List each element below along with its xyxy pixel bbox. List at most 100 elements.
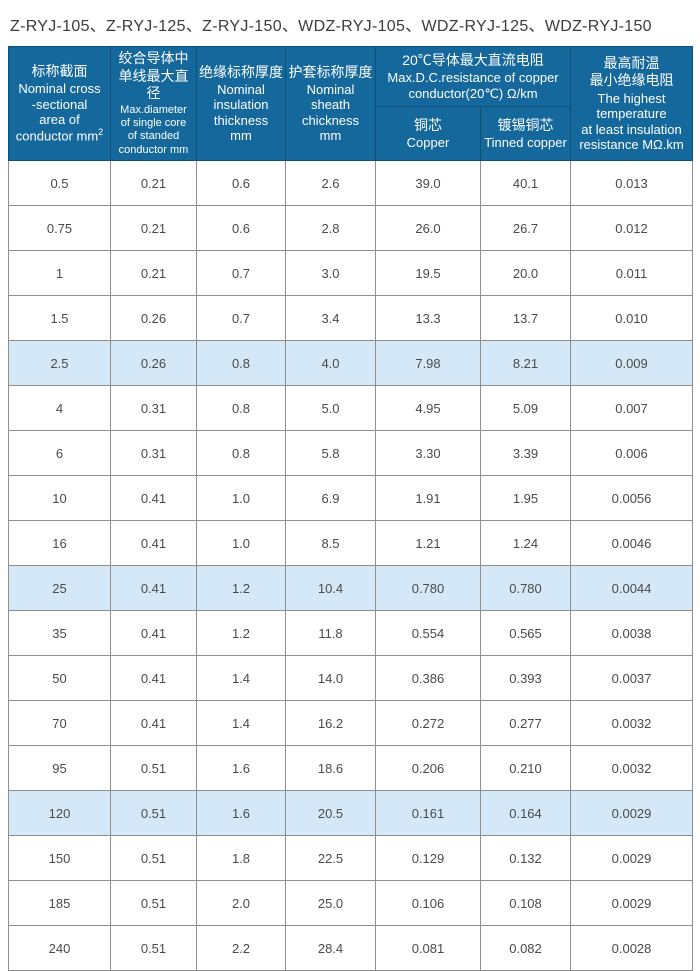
cell-sheath: 25.0 — [285, 880, 376, 927]
cell-sheath: 5.8 — [285, 430, 376, 477]
header-tinned-copper-en: Tinned copper — [484, 135, 567, 151]
table-row: 150 0.51 1.8 22.5 0.129 0.132 0.0029 — [8, 835, 694, 882]
header-dc-resistance-zh: 20℃导体最大直流电阻 — [402, 51, 544, 68]
header-copper: 铜芯 Copper — [375, 105, 481, 162]
cell-cross-section: 240 — [8, 925, 111, 971]
cell-insulation: 1.4 — [196, 700, 286, 747]
cell-insulation: 1.6 — [196, 790, 286, 837]
cell-insulation-resistance: 0.009 — [570, 340, 694, 387]
table-header: 标称截面 Nominal cross -sectional area of co… — [8, 45, 694, 162]
cell-tinned-copper-resistance: 26.7 — [479, 205, 572, 252]
header-max-temp-zh: 最高耐温 最小绝缘电阻 — [589, 54, 674, 89]
cell-copper-resistance: 0.386 — [375, 655, 481, 702]
table-row: 6 0.31 0.8 5.8 3.30 3.39 0.006 — [8, 430, 694, 477]
cell-copper-resistance: 0.129 — [375, 835, 481, 882]
cell-copper-resistance: 4.95 — [375, 385, 481, 432]
cell-insulation-resistance: 0.0046 — [570, 520, 694, 567]
cell-copper-resistance: 0.554 — [375, 610, 481, 657]
cell-insulation-resistance: 0.011 — [570, 250, 694, 297]
cell-tinned-copper-resistance: 0.780 — [479, 565, 572, 612]
cell-max-diameter: 0.31 — [110, 430, 197, 477]
table-row: 120 0.51 1.6 20.5 0.161 0.164 0.0029 — [8, 790, 694, 837]
cell-insulation: 0.8 — [196, 430, 286, 477]
table-row: 25 0.41 1.2 10.4 0.780 0.780 0.0044 — [8, 565, 694, 612]
cell-max-diameter: 0.51 — [110, 925, 197, 971]
cell-copper-resistance: 13.3 — [375, 295, 481, 342]
cell-cross-section: 0.75 — [8, 205, 111, 252]
cell-cross-section: 2.5 — [8, 340, 111, 387]
cell-tinned-copper-resistance: 0.164 — [479, 790, 572, 837]
cell-max-diameter: 0.41 — [110, 520, 197, 567]
cell-copper-resistance: 0.206 — [375, 745, 481, 792]
header-insulation: 绝缘标称厚度 Nominal insulation thickness mm — [196, 45, 286, 162]
cell-insulation: 0.8 — [196, 340, 286, 387]
cell-copper-resistance: 19.5 — [375, 250, 481, 297]
cell-sheath: 11.8 — [285, 610, 376, 657]
cell-cross-section: 150 — [8, 835, 111, 882]
cell-tinned-copper-resistance: 0.108 — [479, 880, 572, 927]
cell-copper-resistance: 0.081 — [375, 925, 481, 971]
cell-tinned-copper-resistance: 0.393 — [479, 655, 572, 702]
cell-insulation: 0.6 — [196, 205, 286, 252]
header-max-diameter-zh: 绞合导体中 单线最大直径 — [118, 50, 189, 101]
cell-sheath: 20.5 — [285, 790, 376, 837]
table-row: 1.5 0.26 0.7 3.4 13.3 13.7 0.010 — [8, 295, 694, 342]
cell-insulation-resistance: 0.0032 — [570, 700, 694, 747]
cell-cross-section: 35 — [8, 610, 111, 657]
table-row: 70 0.41 1.4 16.2 0.272 0.277 0.0032 — [8, 700, 694, 747]
cell-cross-section: 25 — [8, 565, 111, 612]
cell-insulation-resistance: 0.0029 — [570, 790, 694, 837]
cell-cross-section: 6 — [8, 430, 111, 477]
cell-cross-section: 50 — [8, 655, 111, 702]
cell-insulation: 2.2 — [196, 925, 286, 971]
cell-cross-section: 1 — [8, 250, 111, 297]
cell-max-diameter: 0.51 — [110, 745, 197, 792]
table-row: 10 0.41 1.0 6.9 1.91 1.95 0.0056 — [8, 475, 694, 522]
cell-max-diameter: 0.51 — [110, 880, 197, 927]
cell-sheath: 22.5 — [285, 835, 376, 882]
header-tinned-copper-zh: 镀锡铜芯 — [497, 116, 554, 133]
cell-max-diameter: 0.41 — [110, 655, 197, 702]
table-body: 0.5 0.21 0.6 2.6 39.0 40.1 0.013 0.75 0.… — [8, 160, 694, 971]
cell-max-diameter: 0.51 — [110, 790, 197, 837]
cell-sheath: 2.8 — [285, 205, 376, 252]
cell-insulation-resistance: 0.0037 — [570, 655, 694, 702]
cell-tinned-copper-resistance: 0.082 — [479, 925, 572, 971]
cell-insulation: 1.4 — [196, 655, 286, 702]
header-sheath: 护套标称厚度 Nominal sheath chickness mm — [285, 45, 376, 162]
cell-insulation-resistance: 0.006 — [570, 430, 694, 477]
cell-copper-resistance: 1.21 — [375, 520, 481, 567]
cell-tinned-copper-resistance: 0.210 — [479, 745, 572, 792]
cell-tinned-copper-resistance: 3.39 — [479, 430, 572, 477]
cell-insulation: 1.0 — [196, 520, 286, 567]
table-row: 0.75 0.21 0.6 2.8 26.0 26.7 0.012 — [8, 205, 694, 252]
cell-insulation-resistance: 0.013 — [570, 160, 694, 207]
cell-cross-section: 4 — [8, 385, 111, 432]
cell-insulation: 1.0 — [196, 475, 286, 522]
cell-copper-resistance: 26.0 — [375, 205, 481, 252]
cell-insulation: 1.8 — [196, 835, 286, 882]
cell-tinned-copper-resistance: 5.09 — [479, 385, 572, 432]
cell-copper-resistance: 0.272 — [375, 700, 481, 747]
cell-insulation-resistance: 0.010 — [570, 295, 694, 342]
table-row: 2.5 0.26 0.8 4.0 7.98 8.21 0.009 — [8, 340, 694, 387]
cell-tinned-copper-resistance: 8.21 — [479, 340, 572, 387]
cell-cross-section: 1.5 — [8, 295, 111, 342]
cell-insulation: 1.2 — [196, 565, 286, 612]
cell-tinned-copper-resistance: 20.0 — [479, 250, 572, 297]
cell-sheath: 3.4 — [285, 295, 376, 342]
cell-insulation: 0.7 — [196, 295, 286, 342]
header-max-temp: 最高耐温 最小绝缘电阻 The highest temperature at l… — [570, 45, 694, 162]
cell-max-diameter: 0.41 — [110, 475, 197, 522]
cell-insulation: 1.2 — [196, 610, 286, 657]
cell-copper-resistance: 0.106 — [375, 880, 481, 927]
cell-sheath: 10.4 — [285, 565, 376, 612]
header-max-temp-en: The highest temperature at least insulat… — [579, 90, 684, 152]
cell-tinned-copper-resistance: 0.565 — [479, 610, 572, 657]
table-row: 50 0.41 1.4 14.0 0.386 0.393 0.0037 — [8, 655, 694, 702]
table-row: 1 0.21 0.7 3.0 19.5 20.0 0.011 — [8, 250, 694, 297]
cell-insulation-resistance: 0.0029 — [570, 880, 694, 927]
cell-cross-section: 16 — [8, 520, 111, 567]
cell-cross-section: 0.5 — [8, 160, 111, 207]
cell-max-diameter: 0.26 — [110, 340, 197, 387]
